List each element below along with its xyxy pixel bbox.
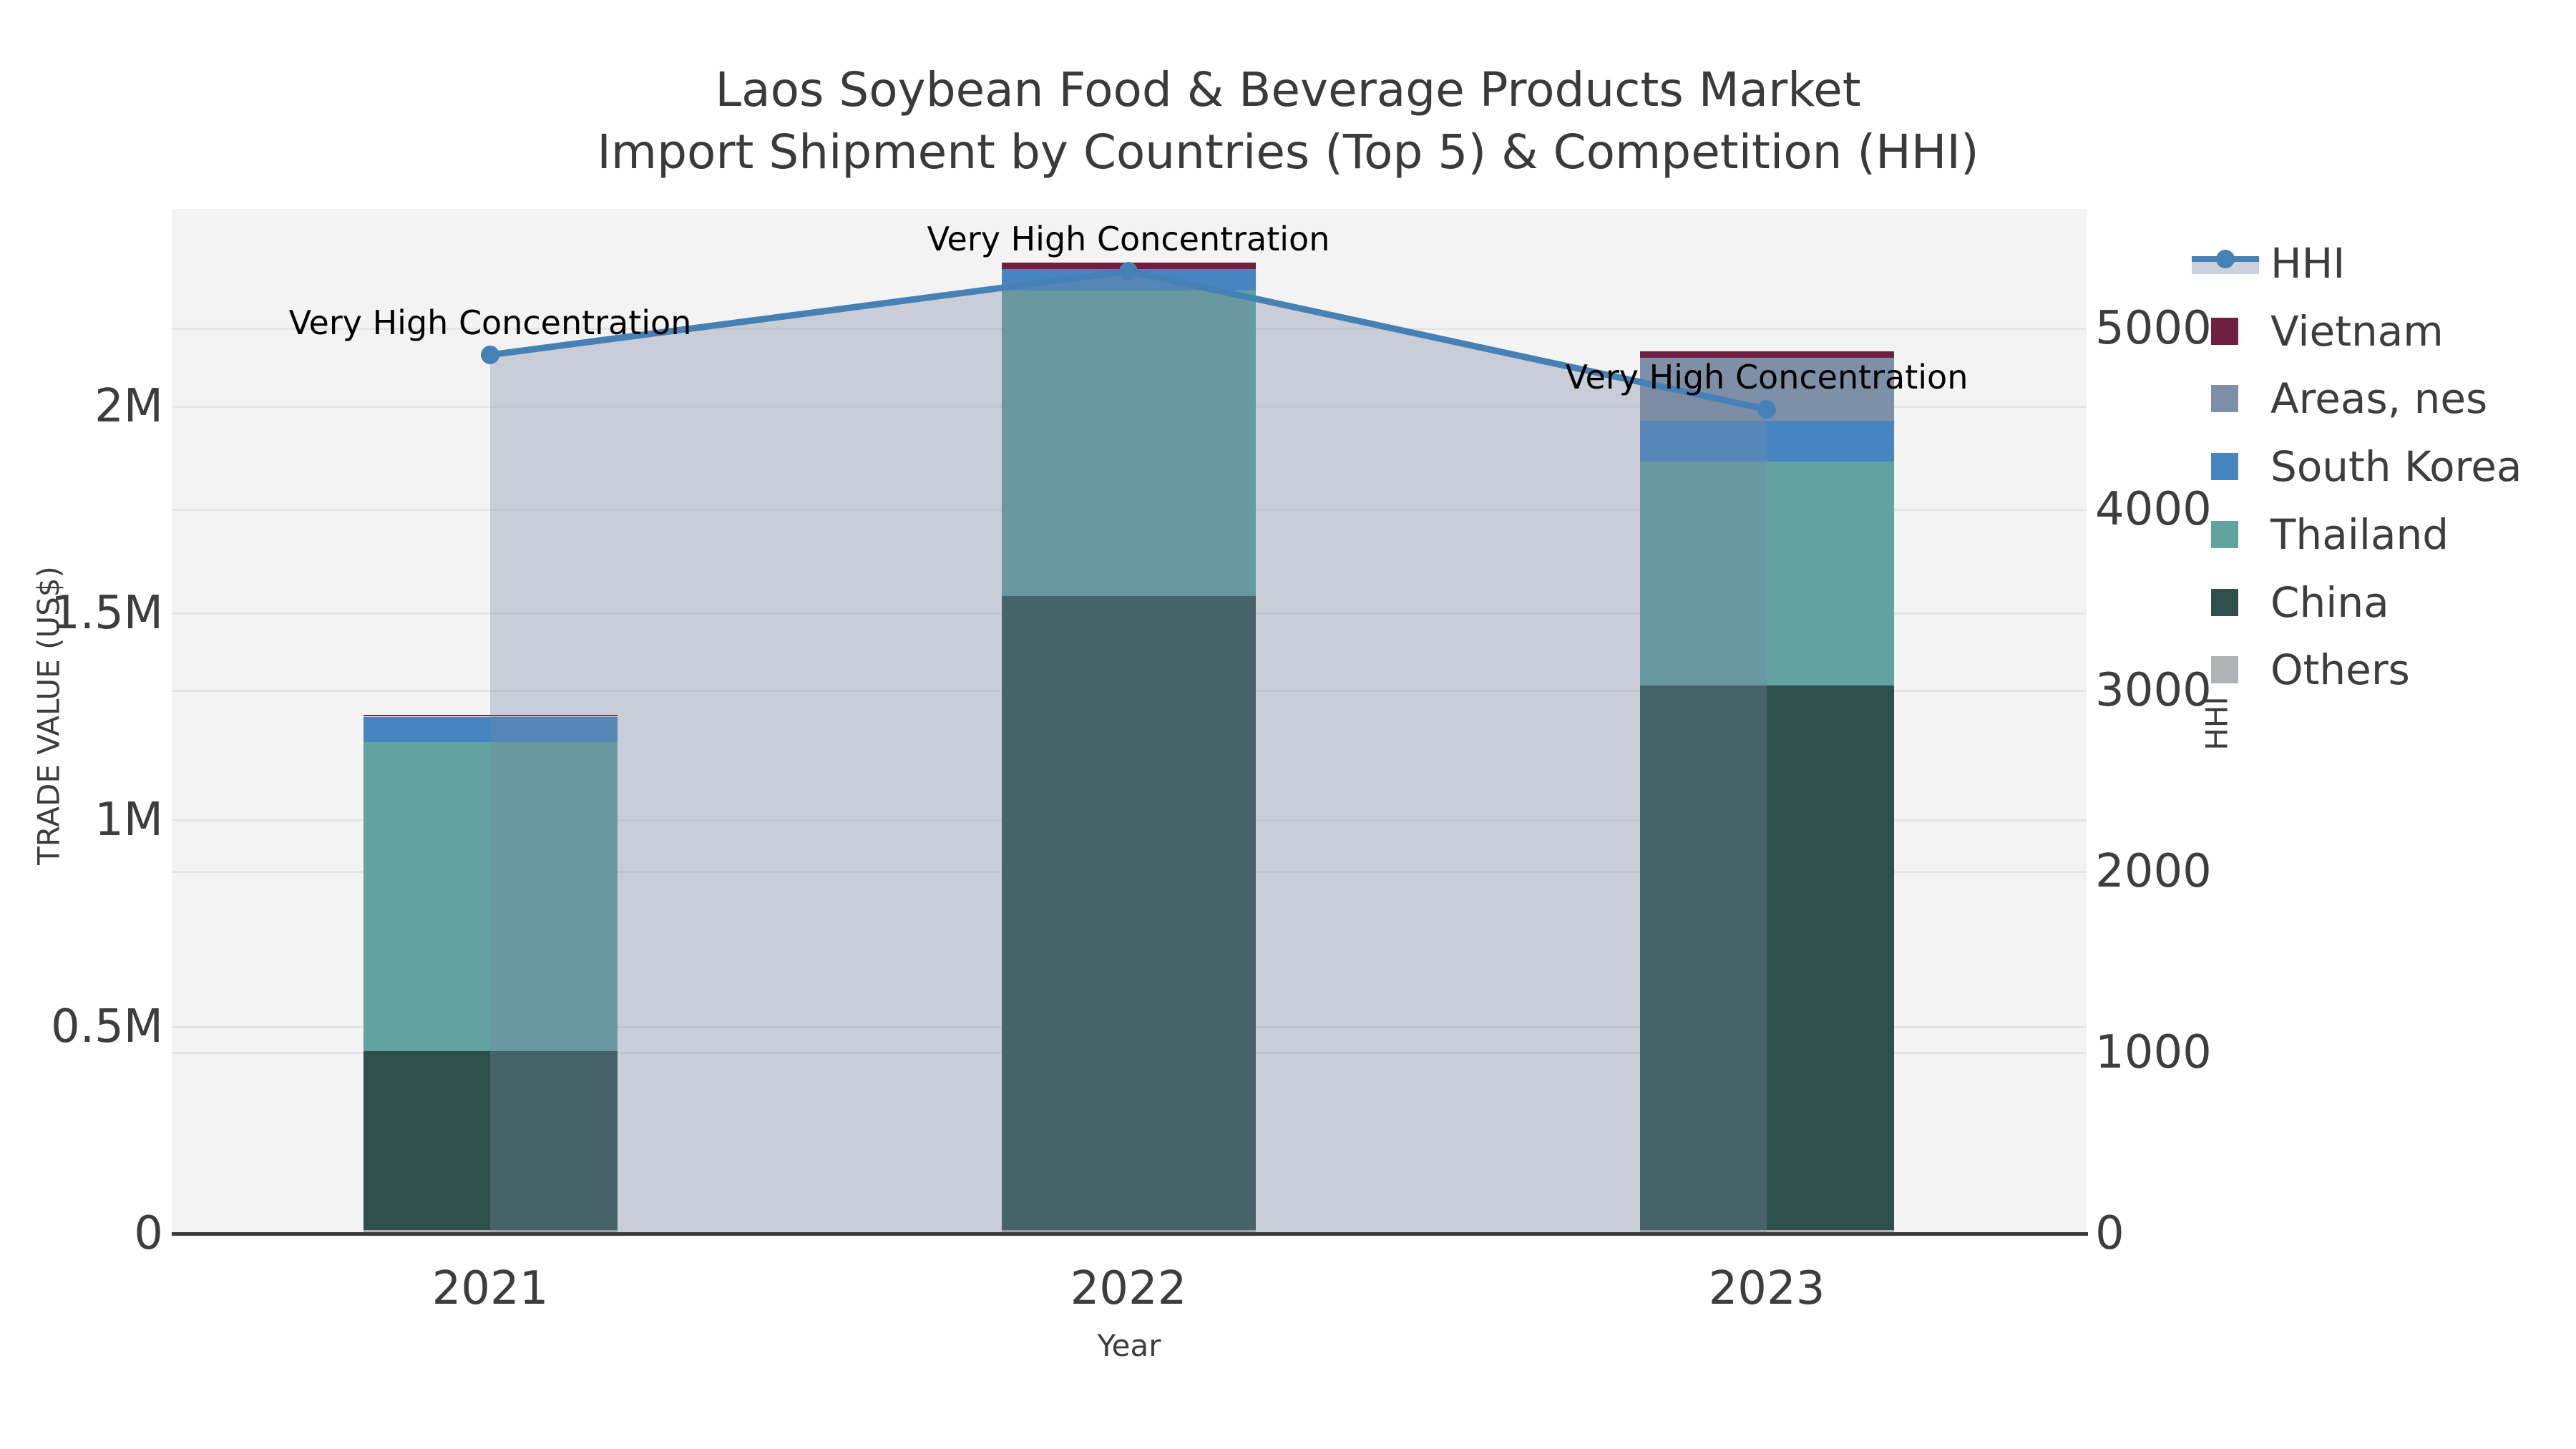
hhi-area-fill [490, 271, 1767, 1234]
bar-segment-china [1001, 595, 1256, 1231]
legend-color-swatch [2211, 453, 2238, 481]
x-tick-label: 2021 [431, 1262, 549, 1315]
legend-item-label: Thailand [2270, 509, 2449, 559]
x-tick-label: 2022 [1070, 1262, 1187, 1315]
annotation-concentration: Very High Concentration [927, 220, 1330, 259]
bar-segment-vietnam [1639, 351, 1894, 358]
y-axis-left-label: TRADE VALUE (US$) [31, 566, 67, 865]
chart-title-line2: Import Shipment by Countries (Top 5) & C… [597, 125, 1979, 180]
legend-color-swatch [2211, 385, 2238, 413]
y-left-tick-label: 1M [94, 794, 163, 847]
x-axis-label: Year [1097, 1328, 1161, 1363]
legend-item-label: HHI [2270, 239, 2346, 288]
y-right-tick-label: 2000 [2095, 845, 2212, 898]
y-left-tick-label: 1.5M [51, 587, 163, 640]
legend-color-swatch [2211, 588, 2238, 616]
legend-item-label: China [2270, 577, 2389, 627]
bar-segment-china [363, 1050, 618, 1231]
x-axis-spine [172, 1232, 2088, 1236]
legend-color-swatch [2211, 656, 2238, 684]
y-right-tick-label: 1000 [2095, 1026, 2212, 1079]
bar-segment-others [363, 1230, 618, 1234]
x-tick-label: 2023 [1708, 1262, 1825, 1315]
legend-item-label: South Korea [2270, 442, 2522, 492]
legend-hhi-marker-icon [2216, 250, 2235, 268]
y-right-tick-label: 4000 [2095, 483, 2212, 536]
bar-segment-thailand [363, 742, 618, 1051]
chart-title-line1: Laos Soybean Food & Beverage Products Ma… [715, 62, 1861, 117]
hhi-marker [481, 345, 499, 364]
hhi-marker [1119, 262, 1138, 281]
y-right-tick-label: 0 [2095, 1207, 2124, 1260]
bar-segment-thailand [1639, 462, 1894, 686]
bar-segment-others [1001, 1230, 1256, 1234]
bar-segment-south-korea [363, 716, 618, 743]
annotation-concentration: Very High Concentration [1565, 358, 1968, 397]
bar-segment-thailand [1001, 290, 1256, 596]
bar-segment-china [1639, 686, 1894, 1231]
bar-segment-south-korea [1639, 421, 1894, 462]
bar-segment-others [1639, 1230, 1894, 1234]
y-right-tick-label: 5000 [2095, 302, 2212, 355]
y-left-tick-label: 2M [94, 380, 163, 433]
bar-segment-vietnam [363, 715, 618, 717]
y-left-tick-label: 0.5M [51, 1000, 163, 1053]
legend-color-swatch [2211, 317, 2238, 345]
legend-color-swatch [2211, 520, 2238, 548]
y-left-tick-label: 0 [134, 1207, 163, 1260]
y-axis-right-label: HHI [2199, 696, 2235, 751]
legend-item-label: Others [2270, 645, 2410, 695]
legend-item-label: Vietnam [2270, 306, 2444, 356]
annotation-concentration: Very High Concentration [288, 303, 692, 342]
hhi-marker [1757, 400, 1776, 419]
legend-item-label: Areas, nes [2270, 374, 2488, 424]
y-right-tick-label: 3000 [2095, 664, 2212, 717]
